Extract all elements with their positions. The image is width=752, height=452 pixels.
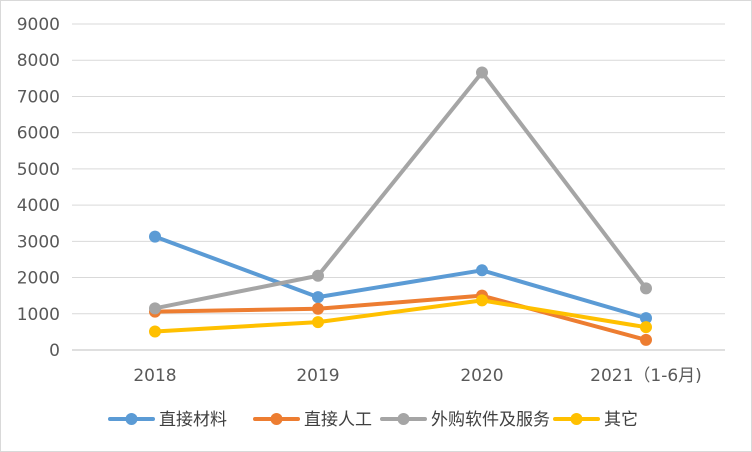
legend: 直接材料 直接人工 外购软件及服务 其它: [108, 410, 638, 430]
data-point: [640, 321, 652, 334]
y-tick-label: 5000: [17, 160, 60, 180]
legend-marker: [125, 413, 138, 425]
data-point: [312, 291, 324, 304]
x-tick-label: 2020: [460, 366, 503, 386]
legend-label: 直接人工: [304, 410, 372, 430]
data-point: [312, 269, 324, 282]
legend-marker: [397, 413, 410, 425]
x-tick-label: 2021（1-6月): [590, 366, 702, 386]
data-point: [476, 66, 488, 79]
legend-label: 外购软件及服务: [431, 410, 550, 430]
gridlines: [72, 23, 725, 351]
y-tick-label: 8000: [17, 51, 60, 71]
data-point: [149, 230, 161, 243]
data-point: [476, 264, 488, 277]
y-tick-label: 0: [49, 341, 60, 361]
y-tick-label: 9000: [17, 15, 60, 35]
y-tick-label: 7000: [17, 87, 60, 107]
y-tick-label: 4000: [17, 196, 60, 216]
legend-label: 直接材料: [159, 410, 227, 430]
data-point: [640, 312, 652, 325]
y-tick-label: 6000: [17, 124, 60, 144]
legend-item: 外购软件及服务: [380, 410, 550, 430]
data-point: [149, 302, 161, 315]
series-line: [153, 70, 648, 311]
legend-marker: [570, 413, 583, 425]
data-point: [476, 294, 488, 307]
legend-label: 其它: [604, 410, 638, 430]
y-axis-tick-labels: 0 1000 2000 3000 4000 5000 6000 7000 8000 9000: [17, 15, 60, 361]
data-point: [312, 302, 324, 315]
data-point: [149, 325, 161, 338]
data-point: [312, 316, 324, 329]
y-tick-label: 1000: [17, 305, 60, 325]
y-tick-label: 2000: [17, 269, 60, 289]
x-tick-label: 2018: [133, 366, 176, 386]
data-point: [640, 282, 652, 295]
y-tick-label: 3000: [17, 232, 60, 252]
x-tick-label: 2019: [296, 366, 339, 386]
data-point: [640, 333, 652, 346]
series-line: [153, 234, 648, 321]
legend-item: 直接材料: [108, 410, 227, 430]
legend-item: 直接人工: [253, 410, 372, 430]
series-line: [153, 298, 648, 334]
x-axis-tick-labels: 2018 2019 2020 2021（1-6月): [133, 366, 701, 386]
legend-marker: [270, 413, 283, 425]
legend-item: 其它: [553, 410, 638, 430]
series-lines: [149, 66, 652, 346]
series-line: [153, 293, 648, 342]
